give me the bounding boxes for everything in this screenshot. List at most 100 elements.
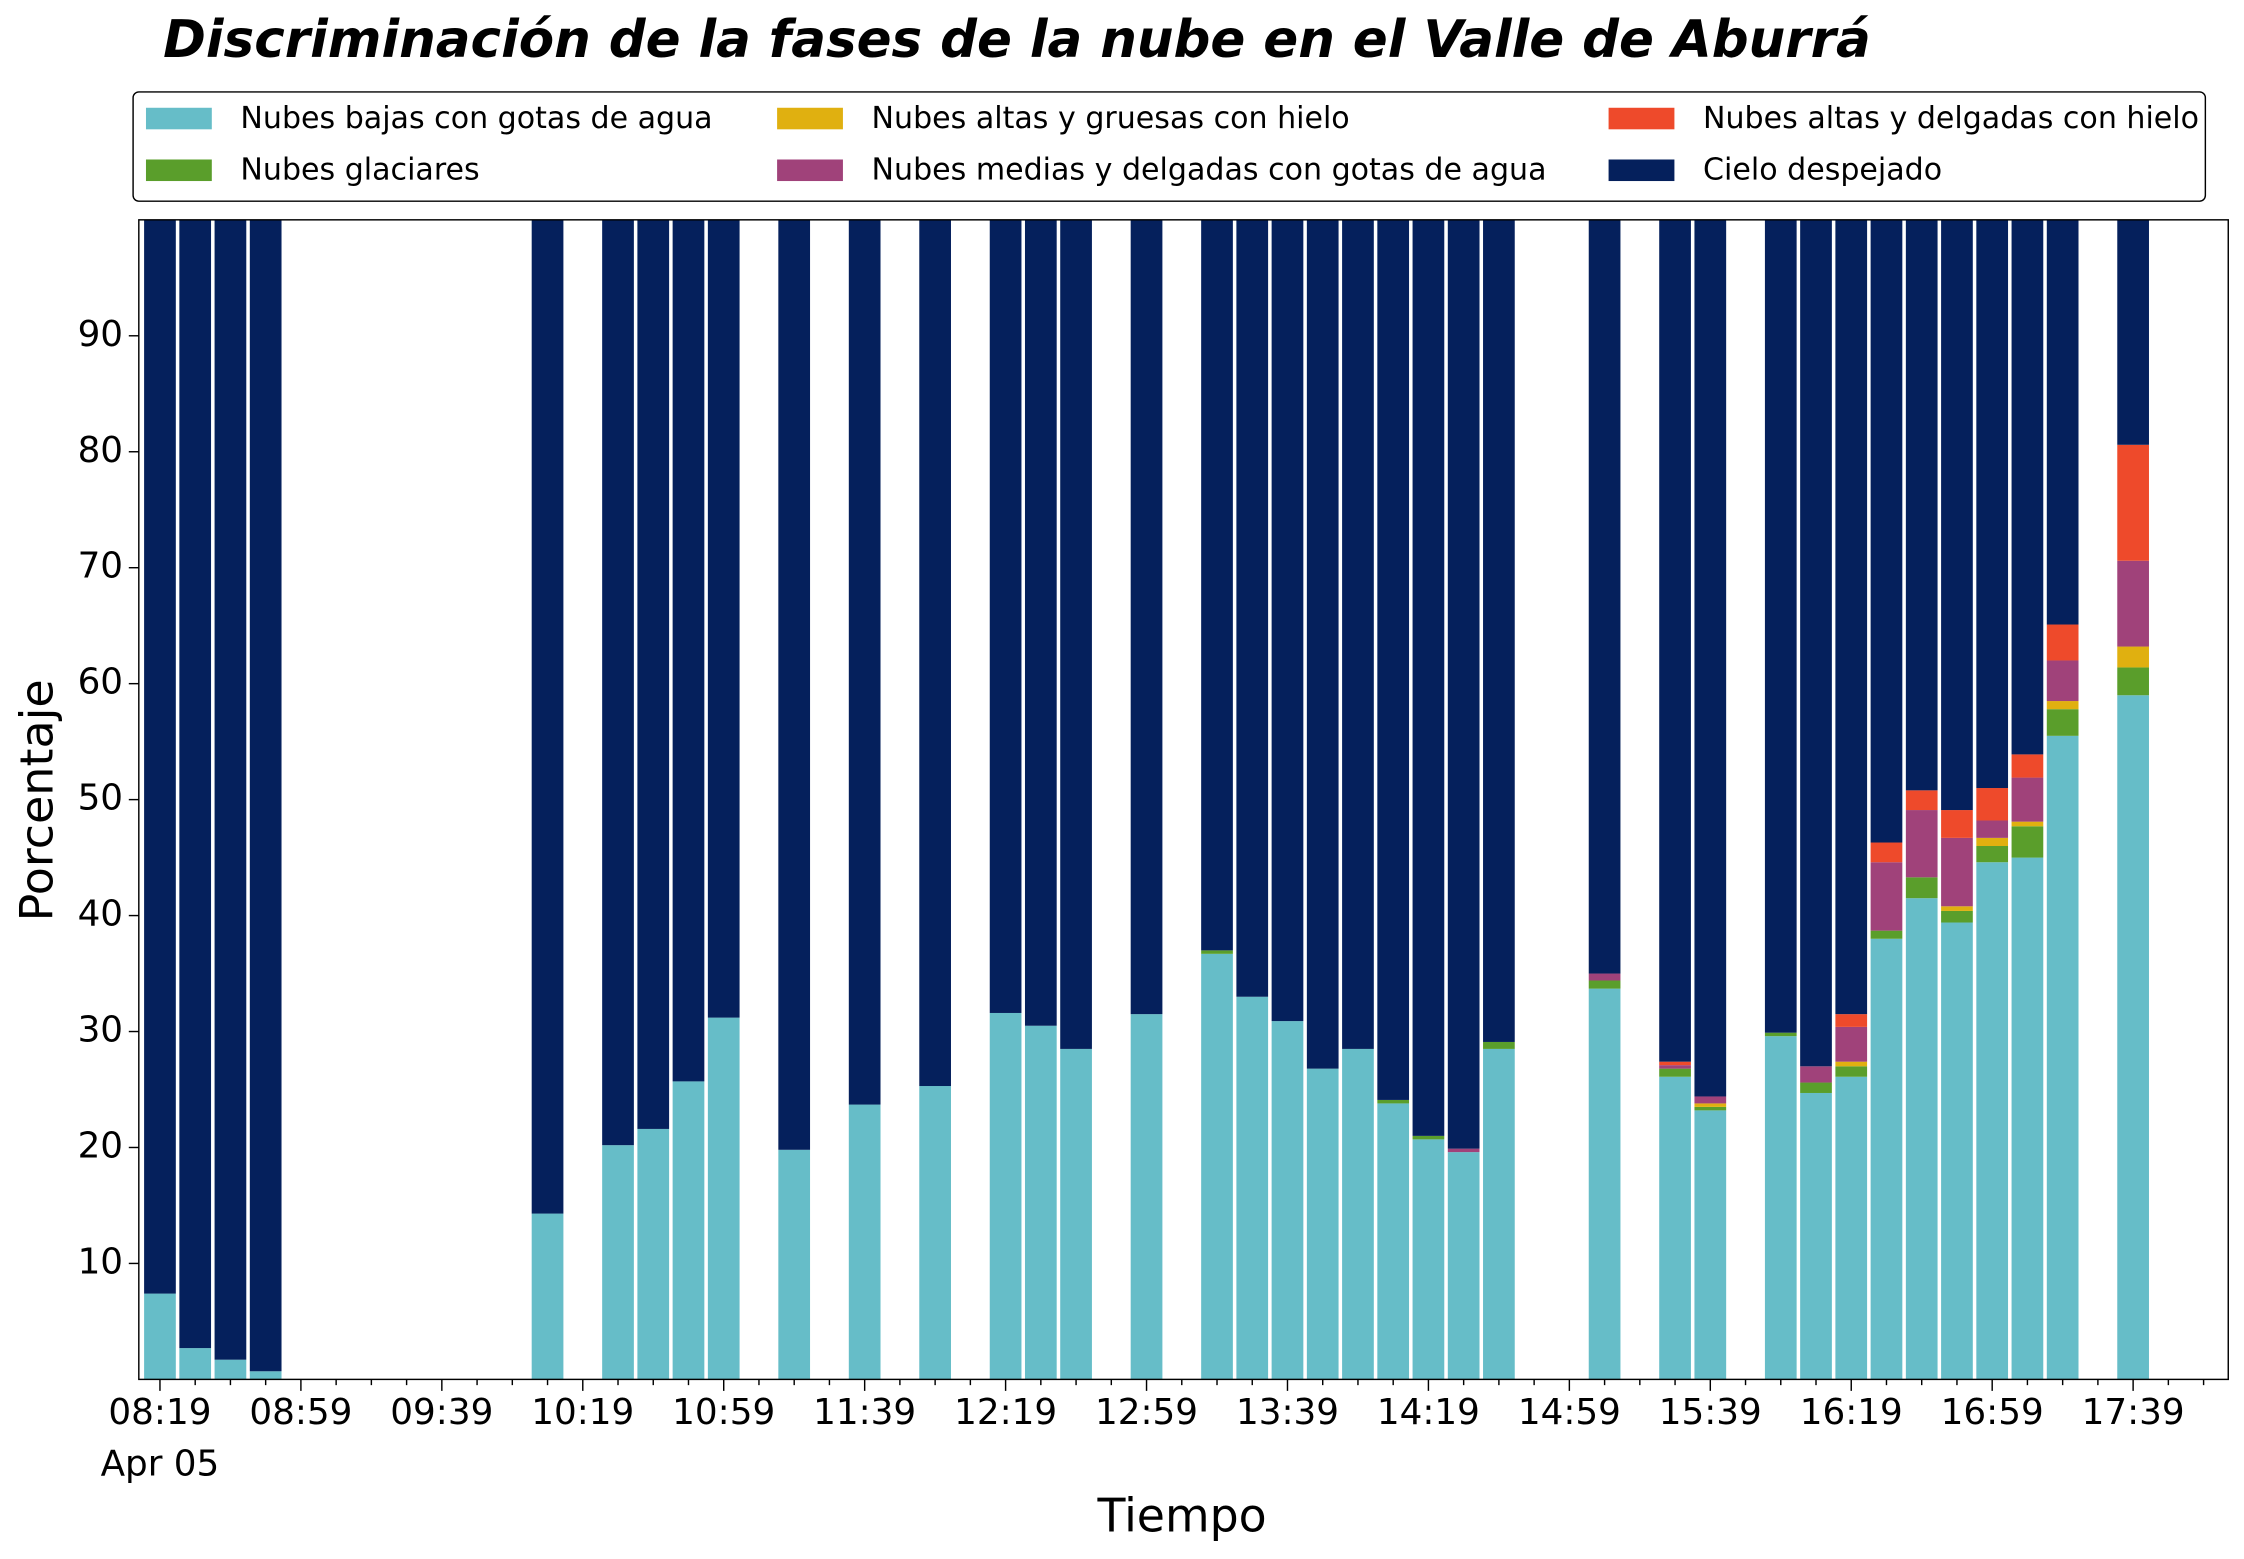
bar-segment <box>1941 219 1973 811</box>
bar-segment <box>919 1086 951 1380</box>
bar-segment <box>1800 219 1832 1067</box>
x-tick-label: 15:39 <box>1659 1392 1762 1433</box>
bar-segment <box>1870 862 1903 931</box>
bar-segment <box>602 219 634 1146</box>
y-tick-label: 30 <box>78 1009 124 1050</box>
bar-segment <box>989 1012 1022 1380</box>
bar-segment <box>2046 219 2079 625</box>
y-tick-label: 40 <box>78 894 124 935</box>
x-tick-label: 10:59 <box>672 1392 775 1433</box>
legend-box <box>132 91 2207 202</box>
bar-segment <box>179 219 212 1349</box>
legend-swatch <box>1608 159 1675 182</box>
bar-segment <box>1306 1068 1339 1380</box>
bar-segment <box>1306 219 1339 1069</box>
legend-label: Nubes altas y delgadas con hielo <box>1703 101 2199 136</box>
bar-segment <box>2046 660 2079 702</box>
bar-segment <box>778 219 811 1150</box>
y-tick-label: 20 <box>78 1125 124 1166</box>
y-tick-label: 50 <box>78 778 124 819</box>
bar-segment <box>1976 837 2009 846</box>
bar-segment <box>848 1104 881 1380</box>
legend-swatch <box>777 107 843 130</box>
x-tick-label: 14:59 <box>1518 1392 1621 1433</box>
bar-segment <box>848 219 881 1105</box>
y-tick-label: 80 <box>78 430 124 471</box>
x-tick-label: 16:59 <box>1941 1392 2044 1433</box>
x-tick-label: 12:19 <box>954 1392 1057 1433</box>
bar-segment <box>1905 898 1938 1380</box>
bar-segment <box>1870 938 1903 1380</box>
x-tick-label: 13:39 <box>1236 1392 1339 1433</box>
bar-segment <box>1941 837 1973 907</box>
bar-segment <box>1236 996 1269 1380</box>
bar-segment <box>1694 1096 1727 1104</box>
bar-segment <box>1024 219 1057 1026</box>
chart-title: Discriminación de la fases de la nube en… <box>163 10 1871 70</box>
legend-swatch <box>1608 107 1675 130</box>
bar-segment <box>1870 842 1903 863</box>
bar-segment <box>1835 219 1868 1015</box>
bar-segment <box>1483 1041 1515 1049</box>
bar-segment <box>1659 1076 1691 1380</box>
bar-segment <box>2046 709 2079 736</box>
y-tick-label: 60 <box>78 662 124 703</box>
bar-segment <box>249 219 282 1372</box>
bar-segment <box>2117 667 2149 696</box>
x-tick-label: 10:19 <box>531 1392 634 1433</box>
bar-segment <box>1130 219 1163 1015</box>
bar-segment <box>531 1213 564 1380</box>
bar-segment <box>144 219 176 1294</box>
bar-segment <box>1800 1066 1832 1083</box>
bar-segment <box>2011 754 2044 778</box>
legend-label: Nubes glaciares <box>240 152 479 187</box>
bar-segment <box>672 219 705 1082</box>
x-tick-label: 08:59 <box>249 1392 352 1433</box>
bar-segment <box>1377 1103 1410 1380</box>
bar-segment <box>1659 219 1691 1062</box>
bar-segment <box>1941 910 1973 923</box>
x-tick-label: 08:19 <box>108 1392 211 1433</box>
bar-segment <box>2011 821 2044 827</box>
bar-segment <box>1976 788 2009 821</box>
bar-segment <box>1236 219 1269 997</box>
bar-segment <box>989 219 1022 1013</box>
bar-segment <box>1447 1148 1480 1153</box>
bar-segment <box>1060 1048 1092 1380</box>
bar-segment <box>1835 1066 1868 1077</box>
bar-segment <box>1342 219 1374 1049</box>
bar-segment <box>1976 845 2009 863</box>
bar-segment <box>1447 1152 1480 1380</box>
bar-segment <box>531 219 564 1214</box>
bar-segment <box>2011 826 2044 858</box>
bar-segment <box>1694 1103 1727 1107</box>
bar-segment <box>1201 953 1233 1380</box>
x-tick-label: 11:39 <box>813 1392 916 1433</box>
bar-segment <box>707 1017 740 1380</box>
bar-segment <box>1060 219 1092 1049</box>
legend-swatch <box>145 107 212 130</box>
bar-segment <box>1483 219 1515 1042</box>
bar-segment <box>1835 1076 1868 1380</box>
y-tick-label: 90 <box>78 314 124 355</box>
x-axis-label: Tiempo <box>1097 1488 1267 1542</box>
bar-segment <box>2117 444 2149 561</box>
bar-segment <box>1835 1014 1868 1027</box>
bar-segment <box>1659 1061 1691 1066</box>
bar-segment <box>1764 219 1797 1033</box>
bar-segment <box>2046 701 2079 710</box>
bar-segment <box>637 1128 670 1380</box>
bar-segment <box>1905 810 1938 878</box>
bar-segment <box>1941 922 1973 1380</box>
bar-segment <box>2011 777 2044 822</box>
bar-segment <box>1976 820 2009 838</box>
bar-segment <box>1342 1048 1374 1380</box>
bar-segment <box>144 1293 176 1380</box>
bar-segment <box>2117 219 2149 445</box>
bar-segment <box>1201 219 1233 951</box>
x-tick-label: 17:39 <box>2082 1392 2185 1433</box>
x-tick-label: 09:39 <box>390 1392 493 1433</box>
bar-segment <box>1905 219 1938 791</box>
y-tick-label: 10 <box>78 1241 124 1282</box>
bar-segment <box>1764 1032 1797 1037</box>
